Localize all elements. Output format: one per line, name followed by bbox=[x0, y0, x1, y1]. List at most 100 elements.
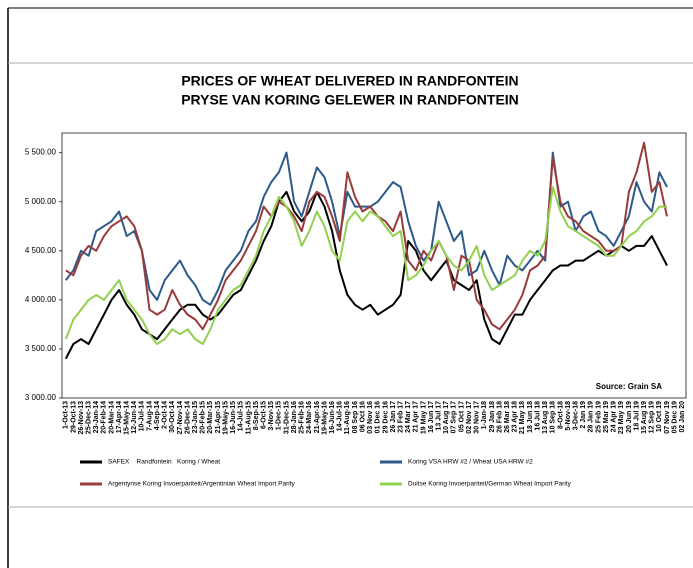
x-tick-label: 05 Oct 17 bbox=[458, 401, 465, 432]
x-tick-label: 8-Sep-15 bbox=[253, 401, 260, 430]
x-tick-label: 30 Nov 17 bbox=[474, 401, 481, 434]
x-tick-label: 2 Jan 19 bbox=[580, 401, 587, 429]
x-tick-label: 19-May-16 bbox=[321, 401, 328, 435]
x-tick-label: 1-Jan-18 bbox=[481, 401, 488, 430]
x-tick-label: 10-Jul-14 bbox=[139, 401, 146, 431]
x-tick-label: 21-Apr-15 bbox=[215, 401, 222, 433]
x-tick-label: 1-Oct-13 bbox=[63, 401, 70, 429]
x-tick-label: 10 Aug 17 bbox=[443, 401, 450, 434]
legend-label: Duitse Koring Invoerpariteit/German Whea… bbox=[408, 481, 572, 488]
x-tick-label: 02 Nov 17 bbox=[466, 401, 473, 434]
series-line bbox=[64, 186, 667, 345]
x-tick-label: 23 Feb 17 bbox=[397, 401, 404, 433]
x-tick-label: 19-May-15 bbox=[222, 401, 229, 435]
x-tick-label: 05 Dec 19 bbox=[671, 401, 678, 433]
y-tick-label: 4 000.00 bbox=[25, 295, 57, 304]
x-tick-label: 20 Jun 19 bbox=[626, 401, 633, 433]
x-tick-label: 24 Apr 19 bbox=[611, 401, 618, 432]
x-tick-label: 25-Feb-16 bbox=[299, 401, 306, 434]
x-tick-label: 2-Oct-14 bbox=[162, 401, 169, 429]
x-tick-label: 23-Jan-15 bbox=[192, 401, 199, 433]
x-tick-label: 14-Jul-15 bbox=[238, 401, 245, 431]
x-tick-label: 28 Jan 19 bbox=[588, 401, 595, 433]
x-tick-label: 30-Oct-14 bbox=[169, 401, 176, 433]
series-line bbox=[65, 151, 668, 306]
chart-subtitle: PRYSE VAN KORING GELEWER IN RANDFONTEIN bbox=[181, 92, 519, 108]
x-tick-label: 6-Oct-15 bbox=[261, 401, 268, 429]
x-tick-label: 07 Sep 17 bbox=[451, 401, 458, 433]
legend-label: Koring VSA HRW #2 / Wheat USA HRW #2 bbox=[408, 459, 533, 466]
y-tick-label: 5 000.00 bbox=[25, 197, 57, 206]
x-tick-label: 13 Aug 18 bbox=[542, 401, 549, 434]
x-tick-label: 12-Jun-14 bbox=[131, 401, 138, 434]
source-note: Source: Grain SA bbox=[596, 382, 662, 391]
x-tick-label: 07 Nov 19 bbox=[664, 401, 671, 434]
x-tick-label: 24 Mar 17 bbox=[405, 401, 412, 433]
x-tick-label: 14-Jul-16 bbox=[337, 401, 344, 431]
x-tick-label: 16-Jun-16 bbox=[329, 401, 336, 434]
x-tick-label: 8-Oct-18 bbox=[557, 401, 564, 429]
plot-frame bbox=[61, 132, 687, 399]
x-tick-label: 3-Dec-18 bbox=[573, 401, 580, 430]
x-tick-label: 23 May 19 bbox=[618, 401, 625, 434]
x-tick-label: 26-Dec-14 bbox=[184, 401, 191, 434]
x-tick-label: 06 Oct 16 bbox=[359, 401, 366, 432]
x-tick-label: 21-Apr-16 bbox=[314, 401, 321, 433]
x-tick-label: 11-Aug-16 bbox=[344, 401, 351, 435]
x-tick-label: 7-Aug-14 bbox=[146, 401, 153, 431]
x-tick-label: 26 Mar 18 bbox=[504, 401, 511, 433]
x-tick-label: 29 Jan 18 bbox=[489, 401, 496, 433]
y-tick-label: 4 500.00 bbox=[25, 246, 57, 255]
y-tick-label: 3 000.00 bbox=[25, 393, 57, 402]
x-tick-label: 17-Apr-14 bbox=[116, 401, 123, 433]
x-tick-label: 20-Mar-15 bbox=[207, 401, 214, 434]
x-tick-label: 18 Jun 18 bbox=[527, 401, 534, 433]
y-tick-label: 5 500.00 bbox=[25, 148, 57, 157]
x-tick-label: 03 Nov 16 bbox=[367, 401, 374, 434]
y-tick-label: 3 500.00 bbox=[25, 344, 57, 353]
x-tick-label: 27-Nov-14 bbox=[177, 401, 184, 435]
x-tick-label: 20-Feb-15 bbox=[200, 401, 207, 434]
x-tick-label: 20-Mar-14 bbox=[108, 401, 115, 434]
legend-label: Argentynse Koring Invoerpariteit/Argenti… bbox=[108, 481, 296, 488]
x-tick-label: 19 May 17 bbox=[420, 401, 427, 434]
x-tick-label: 16 Jul 18 bbox=[534, 401, 541, 431]
x-tick-label: 13 Jul 17 bbox=[436, 401, 443, 431]
x-tick-label: 02 Jan 20 bbox=[679, 401, 686, 433]
x-tick-label: 26 Jan 17 bbox=[390, 401, 397, 433]
x-tick-label: 12 Sep 19 bbox=[649, 401, 656, 433]
x-tick-label: 15-May-14 bbox=[124, 401, 131, 435]
x-tick-label: 10 Oct 19 bbox=[656, 401, 663, 432]
x-tick-label: 26-Nov-13 bbox=[78, 401, 85, 435]
x-tick-label: 15 Aug 19 bbox=[641, 401, 648, 434]
chart-title: PRICES OF WHEAT DELIVERED IN RANDFONTEIN bbox=[181, 73, 518, 89]
x-tick-label: 29-Oct-13 bbox=[70, 401, 77, 433]
legend-label: SAFEX Randfontein Koring / Wheat bbox=[108, 459, 220, 466]
x-tick-label: 28-Jan-16 bbox=[291, 401, 298, 433]
x-tick-label: 11-Aug-15 bbox=[245, 401, 252, 435]
x-tick-label: 31-Dec-15 bbox=[283, 401, 290, 434]
x-tick-label: 24-Mar-16 bbox=[306, 401, 313, 434]
x-tick-label: 21 May 18 bbox=[519, 401, 526, 434]
x-tick-label: 20-Feb-14 bbox=[101, 401, 108, 434]
x-tick-label: 29 Dec 16 bbox=[382, 401, 389, 433]
x-tick-label: 4-Sep-14 bbox=[154, 401, 161, 430]
x-tick-label: 3-Nov-15 bbox=[268, 401, 275, 431]
x-tick-label: 25 Feb 19 bbox=[595, 401, 602, 433]
x-tick-label: 25-Dec-13 bbox=[85, 401, 92, 434]
x-tick-label: 18 Jul 19 bbox=[633, 401, 640, 431]
x-tick-label: 21 Apr 17 bbox=[413, 401, 420, 432]
x-tick-label: 16-Jun-15 bbox=[230, 401, 237, 434]
x-tick-label: 01 Dec 16 bbox=[375, 401, 382, 433]
x-tick-label: 25 Mar 19 bbox=[603, 401, 610, 433]
x-tick-label: 10 Sep 18 bbox=[550, 401, 557, 433]
x-tick-label: 08 Sep 16 bbox=[352, 401, 359, 433]
x-tick-label: 23 Apr 18 bbox=[512, 401, 519, 432]
x-tick-label: 5-Nov-18 bbox=[565, 401, 572, 431]
x-tick-label: 1-Dec-15 bbox=[276, 401, 283, 430]
x-tick-label: 16 Jun 17 bbox=[428, 401, 435, 433]
series-line bbox=[65, 141, 668, 331]
x-tick-label: 23-Jan-14 bbox=[93, 401, 100, 433]
series-line bbox=[64, 190, 668, 360]
